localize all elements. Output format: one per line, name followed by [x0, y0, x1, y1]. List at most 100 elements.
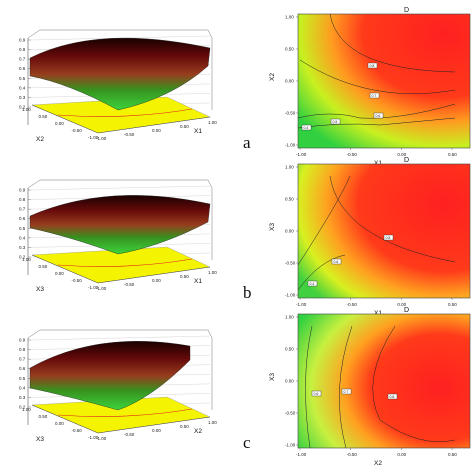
y-tick-label: -0.50	[285, 111, 296, 116]
x-axis-title: X2	[194, 428, 202, 435]
x-axis-line	[97, 116, 211, 134]
contour-plot-b: D 1.00 0.50 0.00 -0.50 -1.00-1.00 -0.50 0.00 0.5…	[269, 157, 471, 317]
contour-label-box	[331, 258, 342, 265]
contour-label: 0.7	[344, 390, 349, 394]
y-tick-label: 0.00	[285, 79, 294, 84]
y-tick-label: 0.50	[39, 264, 48, 269]
x-tick-label: -0.50	[347, 302, 358, 307]
contour-fill	[297, 163, 471, 299]
contour-line	[305, 325, 313, 449]
z-tick-label: 0.5	[19, 376, 26, 381]
x-tick-label: -1.00	[96, 286, 107, 291]
contour-label: 0.8	[370, 64, 375, 68]
x-tick-label: 0.00	[397, 152, 406, 157]
y-axis-title: X3	[36, 286, 44, 293]
z-tick-label: 0.6	[19, 66, 26, 71]
x-tick-label: 1.00	[208, 420, 217, 425]
contour-line	[299, 59, 456, 94]
surface-mesh	[30, 38, 210, 110]
y-tick-label: 0.50	[285, 47, 294, 52]
contour-label-box	[341, 388, 352, 395]
y-tick-label: -1.00	[88, 285, 99, 290]
y-tick-label: 0.00	[55, 121, 64, 126]
x-tick-label: 0.50	[448, 152, 457, 157]
contour-title: D	[404, 157, 409, 164]
surface-mesh	[30, 195, 210, 254]
z-tick-label: 0.4	[19, 85, 26, 90]
y-axis-title: X2	[269, 73, 276, 81]
y-tick-label: 0.00	[285, 229, 294, 234]
panel-label-c: c	[243, 433, 251, 452]
z-tick-label: 0.3	[19, 395, 26, 400]
contour-label: 0.4	[304, 126, 309, 130]
y-tick-label: -1.00	[285, 293, 296, 298]
x-tick-label: 0.50	[180, 124, 189, 129]
contour-line	[329, 175, 456, 263]
x-tick-label: 0.00	[152, 278, 161, 283]
y-tick-label: 1.00	[22, 107, 31, 112]
y-axis-title: X3	[269, 373, 276, 381]
y-axis-title: X3	[36, 436, 44, 443]
x-tick-label: 0.50	[448, 452, 457, 457]
z-tick-label: 0.3	[19, 245, 26, 250]
y-tick-label: 0.00	[55, 271, 64, 276]
x-tick-label: -0.50	[124, 432, 135, 437]
y-tick-label: -0.50	[285, 261, 296, 266]
surface-plot-b: 0.90.80.70.60.50.40.30.21.000.500.00-0.5…	[19, 179, 217, 293]
y-tick-label: 1.00	[285, 315, 294, 320]
z-tick-label: 0.9	[19, 188, 26, 193]
z-tick-label: 0.8	[19, 47, 26, 52]
y-tick-label: 0.50	[39, 114, 48, 119]
z-tick-label: 0.9	[19, 338, 26, 343]
contour-title: D	[404, 7, 409, 14]
z-tick-label: 0.9	[19, 38, 26, 43]
z-tick-label: 0.7	[19, 57, 26, 62]
x-axis-line	[97, 416, 211, 434]
z-tick-label: 0.3	[19, 95, 26, 100]
z-tick-label: 0.2	[19, 255, 26, 260]
contour-label: 0.8	[390, 395, 395, 399]
contour-fill	[297, 13, 471, 149]
contour-label-box	[330, 118, 341, 125]
contour-line	[329, 13, 456, 73]
contour-label: 0.7	[372, 94, 377, 98]
floor-contour-line	[57, 408, 193, 417]
z-tick-label: 0.6	[19, 216, 26, 221]
box-back-edge	[27, 179, 213, 189]
y-tick-label: 1.00	[285, 15, 294, 20]
z-tick-label: 0.5	[19, 226, 26, 231]
contour-title: D	[404, 307, 409, 314]
contour-label-box	[383, 234, 394, 241]
floor-contour-line	[57, 108, 193, 117]
x-tick-label: 0.00	[152, 128, 161, 133]
y-tick-label: 0.50	[285, 197, 294, 202]
contour-line	[372, 325, 456, 443]
y-tick-label: -0.50	[72, 128, 83, 133]
z-gridline	[30, 335, 211, 341]
contour-label: 0.8	[386, 236, 391, 240]
x-tick-label: -0.50	[347, 452, 358, 457]
contour-label-box	[373, 112, 384, 119]
floor-contour-line	[57, 258, 193, 267]
y-tick-label: -0.50	[285, 411, 296, 416]
x-tick-label: -1.00	[296, 152, 307, 157]
panel-label-b: b	[243, 283, 252, 302]
z-gridline	[30, 185, 211, 191]
x-axis-title: X1	[374, 310, 382, 317]
y-tick-label: 1.00	[285, 165, 294, 170]
x-tick-label: -0.50	[124, 132, 135, 137]
surface-plot-c: 0.90.80.70.60.50.40.30.21.000.500.00-0.5…	[19, 329, 217, 443]
contour-label-box	[301, 124, 312, 131]
x-tick-label: -0.50	[347, 152, 358, 157]
surface-mesh	[30, 341, 190, 410]
contour-label: 0.4	[310, 282, 315, 286]
z-tick-label: 0.8	[19, 347, 26, 352]
x-tick-label: 0.00	[152, 428, 161, 433]
y-axis-line	[31, 404, 99, 434]
contour-label: 0.6	[334, 260, 339, 264]
x-tick-label: -1.00	[296, 452, 307, 457]
z-tick-label: 0.7	[19, 357, 26, 362]
contour-label: 0.6	[314, 392, 319, 396]
contour-line	[297, 254, 346, 291]
x-tick-label: 0.50	[448, 302, 457, 307]
